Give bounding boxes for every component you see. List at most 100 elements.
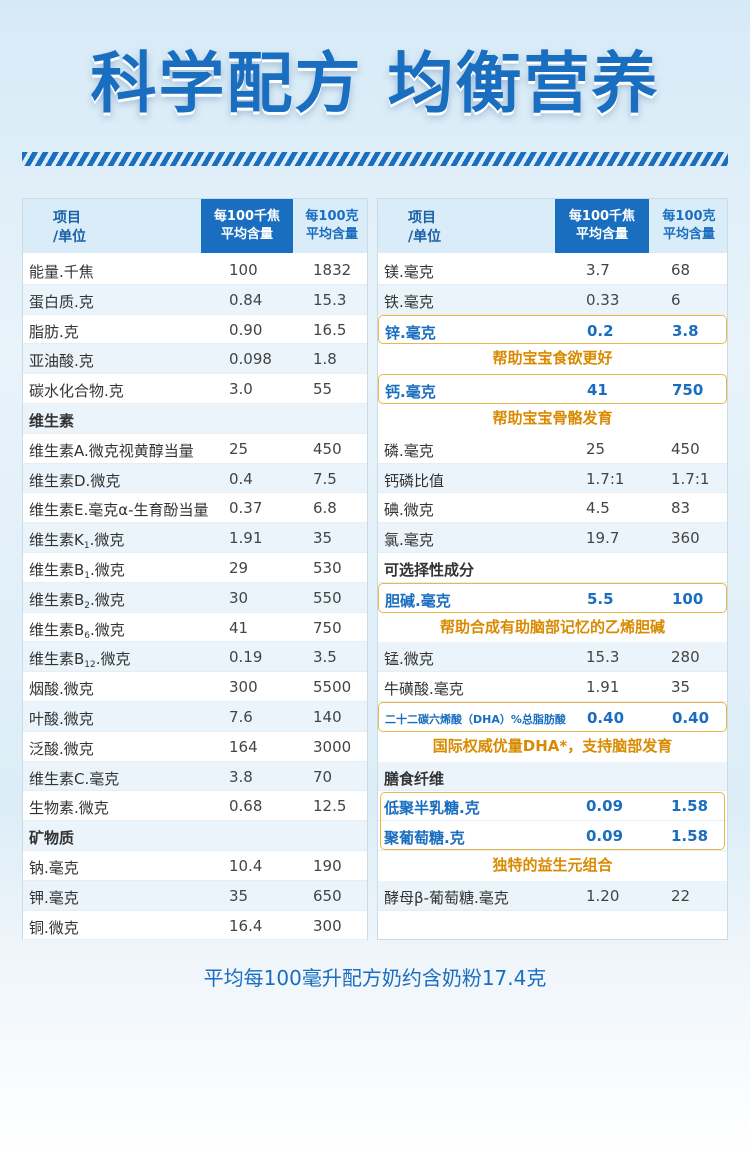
value-per-100g: 3000 — [313, 737, 352, 756]
value-per-100kj: 0.19 — [229, 648, 263, 667]
nutrient-row: 磷.毫克 25 450 — [378, 434, 727, 464]
nutrient-name: 铜.微克 — [29, 917, 79, 938]
nutrient-row: 牛磺酸.毫克 1.91 35 — [378, 672, 727, 702]
value-per-100kj: 300 — [229, 678, 258, 697]
value-per-100kj: 0.90 — [229, 320, 263, 339]
right-header-per100kj: 每100千焦 平均含量 — [555, 199, 649, 253]
value-per-100kj: 41 — [229, 618, 249, 637]
value-per-100kj: 35 — [229, 886, 249, 905]
benefit-note-text: 独特的益生元组合 — [492, 856, 613, 874]
nutrient-name-text: 可选择性成分 — [384, 561, 475, 579]
nutrient-name: 可选择性成分 — [384, 559, 474, 580]
nutrient-subscript: 12 — [84, 660, 96, 671]
value-per-100kj: 4.5 — [586, 499, 610, 518]
value-per-100g: 750 — [313, 618, 342, 637]
value-per-100g: 6.8 — [313, 499, 337, 518]
value-per-100g: 190 — [313, 857, 342, 875]
section-header-row: 矿物质 — [23, 821, 367, 851]
nutrient-subscript: 1 — [84, 571, 91, 581]
nutrient-row: 碘.微克 4.5 83 — [378, 493, 727, 524]
right-nutrition-table: 项目 /单位 每100千焦 平均含量 每100克 平均含量 镁.毫克 3.7 68 铁… — [377, 198, 728, 940]
benefit-note-row: 帮助合成有助脑部记忆的乙烯胆碱 — [378, 613, 727, 643]
nutrient-name: 维生素D.微克 — [29, 470, 120, 491]
nutrient-name-text: 钾.毫克 — [29, 888, 79, 907]
nutrient-row: 维生素B1.微克 29 530 — [23, 553, 367, 583]
nutrient-name-text: 维生素B — [29, 620, 85, 639]
nutrient-name-text: 维生素B — [29, 561, 85, 579]
value-per-100kj: 16.4 — [229, 916, 263, 935]
nutrient-row: 低聚半乳糖.克 0.09 1.58 — [378, 791, 727, 822]
nutrient-name: 矿物质 — [29, 827, 74, 848]
nutrient-row: 维生素D.微克 0.4 7.5 — [23, 463, 367, 494]
nutrient-name: 维生素K1.微克 — [29, 529, 124, 551]
nutrient-name: 维生素B1.微克 — [29, 559, 125, 581]
value-per-100g: 450 — [313, 439, 342, 458]
nutrient-subscript: 1 — [83, 541, 90, 552]
nutrient-name: 低聚半乳糖.克 — [384, 797, 480, 818]
nutrient-name-text: 生物素.微克 — [29, 799, 109, 818]
nutrient-row: 蛋白质.克 0.84 15.3 — [23, 284, 367, 315]
value-per-100g: 360 — [671, 529, 700, 548]
value-per-100kj: 41 — [587, 381, 608, 400]
nutrient-row: 酵母β-葡萄糖.毫克 1.20 22 — [378, 880, 727, 911]
nutrient-name: 二十二碳六烯酸（DHA）%总脂肪酸 — [385, 711, 566, 727]
value-per-100kj: 29 — [229, 559, 249, 577]
nutrient-row: 钙磷比值 1.7:1 1.7:1 — [378, 463, 727, 494]
benefit-note-text: 国际权威优量DHA*，支持脑部发育 — [432, 736, 673, 755]
nutrient-name-text: 碘.微克 — [384, 501, 434, 520]
value-per-100g: 1832 — [313, 261, 352, 279]
nutrient-name: 膳食纤维 — [384, 768, 444, 789]
nutrient-name-text: 脂肪.克 — [29, 322, 79, 341]
right-header-item-line2: /单位 — [408, 229, 442, 245]
value-per-100kj: 0.68 — [229, 797, 263, 816]
footer-note: 平均每100毫升配方奶约含奶粉17.4克 — [203, 966, 547, 990]
nutrient-name: 氯.毫克 — [384, 529, 434, 550]
value-per-100g: 15.3 — [313, 290, 347, 309]
value-per-100kj: 3.0 — [229, 380, 253, 399]
value-per-100kj: 0.2 — [587, 321, 614, 340]
nutrient-name: 钙磷比值 — [384, 470, 444, 491]
value-per-100kj: 0.37 — [229, 499, 263, 518]
nutrient-name: 亚油酸.克 — [29, 350, 94, 371]
value-per-100kj: 3.8 — [229, 767, 253, 786]
value-per-100g: 16.5 — [313, 320, 347, 339]
nutrient-name-text: 二十二碳六烯酸（DHA）%总脂肪酸 — [385, 713, 566, 726]
nutrient-row: 维生素K1.微克 1.91 35 — [23, 523, 367, 553]
value-per-100g: 3.5 — [313, 648, 337, 667]
value-per-100g: 83 — [671, 499, 691, 518]
nutrient-name: 维生素B6.微克 — [29, 619, 125, 641]
value-per-100kj: 3.7 — [586, 261, 610, 279]
left-header-per100kj: 每100千焦 平均含量 — [201, 199, 293, 253]
nutrient-row: 锌.毫克 0.2 3.8 — [378, 314, 727, 345]
nutrient-name: 维生素A.微克视黄醇当量 — [29, 440, 194, 461]
nutrient-name-text: 亚油酸.克 — [29, 352, 94, 371]
nutrient-name: 生物素.微克 — [29, 797, 109, 818]
nutrient-row: 烟酸.微克 300 5500 — [23, 672, 367, 702]
value-per-100kj: 7.6 — [229, 708, 253, 726]
value-per-100g: 280 — [671, 648, 700, 667]
value-per-100g: 3.8 — [672, 321, 699, 340]
nutrient-row: 钠.毫克 10.4 190 — [23, 851, 367, 881]
nutrient-name: 维生素B2.微克 — [29, 589, 125, 611]
nutrient-row: 钙.毫克 41 750 — [378, 374, 727, 404]
section-header-row: 膳食纤维 — [378, 761, 727, 792]
left-header-item: 项目 /单位 — [53, 209, 86, 247]
value-per-100g: 70 — [313, 767, 333, 786]
nutrient-row: 维生素E.毫克α-生育酚当量 0.37 6.8 — [23, 493, 367, 524]
nutrient-name: 碳水化合物.克 — [29, 380, 124, 401]
prebiotic-highlight-box — [380, 792, 725, 850]
value-per-100g: 6 — [671, 290, 681, 309]
nutrient-name: 维生素E.毫克α-生育酚当量 — [29, 499, 209, 520]
nutrient-row: 二十二碳六烯酸（DHA）%总脂肪酸 0.40 0.40 — [378, 702, 727, 732]
benefit-note-row: 帮助宝宝骨骼发育 — [378, 404, 727, 434]
nutrient-name: 维生素C.毫克 — [29, 768, 119, 789]
nutrient-row: 氯.毫克 19.7 360 — [378, 523, 727, 553]
nutrient-name-text: 低聚半乳糖.克 — [384, 799, 480, 818]
value-per-100kj: 10.4 — [229, 857, 263, 875]
value-per-100g: 5500 — [313, 678, 352, 697]
value-per-100kj: 0.40 — [587, 709, 625, 727]
nutrient-name-text: 维生素C.毫克 — [29, 769, 120, 788]
nutrient-name: 烟酸.微克 — [29, 678, 94, 699]
nutrient-name-text: 烟酸.微克 — [29, 680, 94, 699]
value-per-100g: 100 — [672, 589, 704, 608]
